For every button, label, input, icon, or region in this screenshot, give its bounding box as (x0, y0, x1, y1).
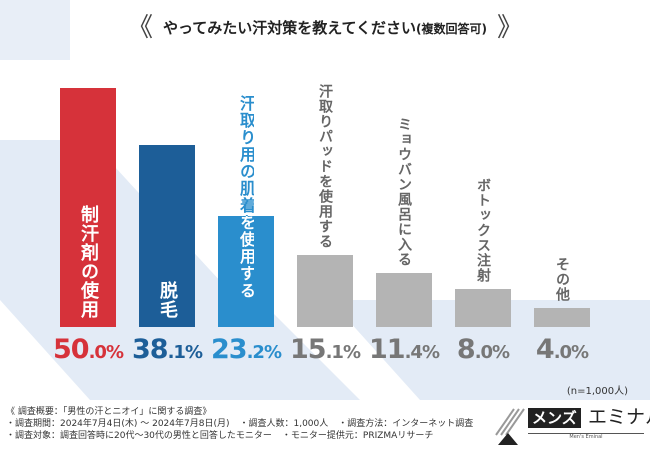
bar-3 (218, 216, 274, 327)
bar-2 (139, 144, 195, 327)
value-decimal: .0% (88, 342, 124, 363)
value-label: 23.2% (208, 334, 284, 365)
notes-heading: 《 調査概要：「男性の汗とニオイ」に関する調査》 (6, 407, 212, 417)
value-decimal: .1% (167, 342, 203, 363)
bar-label: 制汗剤の使用 (78, 205, 99, 319)
value-decimal: .1% (325, 342, 361, 363)
value-integer: 15 (290, 334, 327, 365)
note-method: ・調査方法：インターネット調査 (338, 419, 474, 429)
sample-size: (n=1,000人) (566, 386, 628, 397)
note-target: ・調査対象：調査回答時に20代～30代の男性と回答したモニター (6, 431, 272, 441)
value-integer: 23 (211, 334, 248, 365)
logo-text-eminal: エミナル (588, 406, 650, 428)
brand-logo: メンズ エミナル Men's Eminal (492, 405, 650, 447)
bracket-left: 《 (126, 13, 153, 43)
value-integer: 11 (369, 334, 406, 365)
bar-label: 汗取りパッドを使用する (317, 83, 333, 249)
bar-1 (60, 88, 116, 327)
value-integer: 4 (535, 334, 555, 365)
value-integer: 38 (132, 334, 169, 365)
bar-label: ミョウバン風呂に入る (396, 116, 412, 267)
value-integer: 50 (53, 334, 90, 365)
value-integer: 8 (456, 334, 476, 365)
bar-7 (534, 307, 590, 327)
survey-notes: 《 調査概要：「男性の汗とニオイ」に関する調査》 ・調査期間：2024年7月4日… (6, 406, 483, 442)
value-label: 8.0% (445, 334, 521, 365)
logo-mark-icon (495, 408, 525, 445)
value-decimal: .0% (553, 342, 589, 363)
bar-4 (297, 254, 353, 327)
logo-tagline: Men's Eminal (528, 433, 644, 440)
bar-label: 汗取り用の肌着を使用する (237, 95, 256, 299)
bar-5 (376, 272, 432, 327)
value-decimal: .2% (246, 342, 282, 363)
note-period: ・調査期間：2024年7月4日(木) ～ 2024年7月8日(月) (6, 419, 230, 429)
value-label: 50.0% (50, 334, 126, 365)
value-label: 11.4% (366, 334, 442, 365)
value-decimal: .4% (404, 342, 440, 363)
title-subtitle: (複数回答可) (416, 22, 488, 36)
value-label: 38.1% (129, 334, 205, 365)
value-label: 4.0% (524, 334, 600, 365)
chart-title: 《やってみたい汗対策を教えてください(複数回答可) 》 (0, 14, 650, 43)
bar-6 (455, 288, 511, 327)
value-decimal: .0% (474, 342, 510, 363)
logo-text-mens: メンズ (528, 408, 581, 428)
bracket-right: 》 (497, 13, 524, 43)
note-count: ・調査人数：1,000人 (239, 419, 329, 429)
bar-label: その他 (554, 256, 570, 302)
title-text: やってみたい汗対策を教えてください (162, 19, 417, 37)
value-label: 15.1% (287, 334, 363, 365)
bar-label: ボトックス注射 (475, 177, 491, 283)
note-provider: ・モニター提供元：PRIZMAリサーチ (281, 431, 434, 441)
bar-label: 脱毛 (157, 281, 178, 319)
